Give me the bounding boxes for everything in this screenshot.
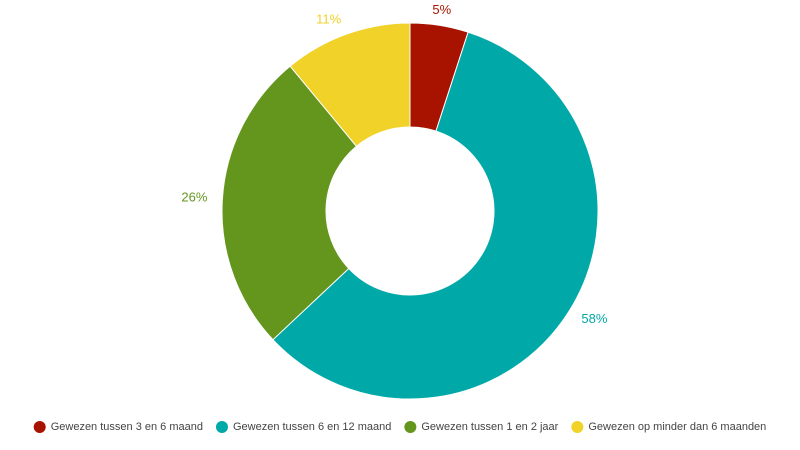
legend-label: Gewezen tussen 1 en 2 jaar xyxy=(421,421,558,433)
data-label: 58% xyxy=(581,311,607,326)
data-label: 26% xyxy=(181,190,207,205)
donut-slice xyxy=(272,31,599,400)
legend-label: Gewezen tussen 6 en 12 maand xyxy=(233,421,391,433)
data-label: 11% xyxy=(316,11,341,26)
legend-marker xyxy=(571,421,584,433)
legend-marker xyxy=(404,421,417,433)
legend-label: Gewezen op minder dan 6 maanden xyxy=(588,421,766,433)
data-label: 5% xyxy=(432,2,451,17)
donut-slice xyxy=(289,22,411,147)
legend-marker xyxy=(33,421,46,433)
legend-marker xyxy=(215,421,228,433)
legend: Gewezen tussen 3 en 6 maand Gewezen tusse… xyxy=(33,421,766,433)
donut-slice xyxy=(221,65,358,341)
legend-label: Gewezen tussen 3 en 6 maand xyxy=(51,421,203,433)
